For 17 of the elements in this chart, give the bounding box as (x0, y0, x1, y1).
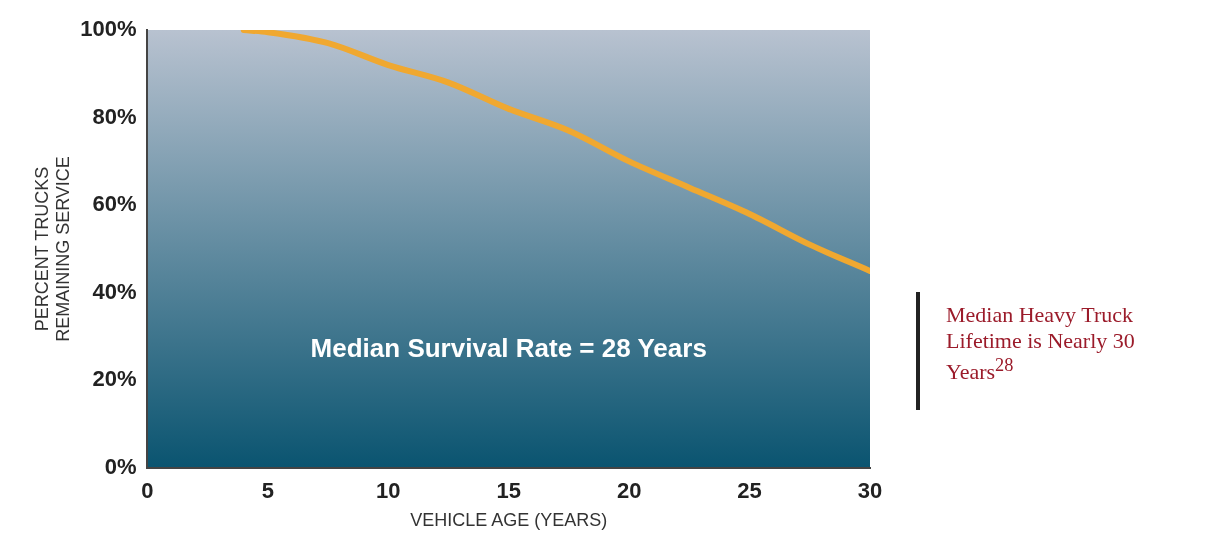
y-tick-label: 80% (92, 103, 137, 129)
x-tick-label: 5 (261, 478, 275, 504)
y-tick-label: 60% (92, 191, 137, 217)
y-tick-label: 100% (80, 16, 137, 42)
x-axis-title: VEHICLE AGE (YEARS) (410, 510, 608, 531)
x-tick-label: 25 (737, 478, 762, 504)
x-tick-label: 15 (496, 478, 521, 504)
y-tick-label: 40% (92, 278, 137, 304)
text: Median Heavy Truck Lifetime is Nearly 30 Years$^{28}$ (946, 302, 1136, 386)
y-axis-title: PERCENT TRUCKS REMAINING SERVICE (31, 156, 74, 342)
y-tick-label: 20% (92, 366, 137, 392)
x-tick-label: 10 (376, 478, 401, 504)
y-tick-label: 0% (104, 454, 137, 480)
x-tick-label: 20 (616, 478, 642, 504)
x-tick-label: 0 (141, 478, 154, 504)
x-tick-label: 30 (857, 478, 883, 504)
annotation: Median Survival Rate = 28 Years (310, 332, 707, 363)
